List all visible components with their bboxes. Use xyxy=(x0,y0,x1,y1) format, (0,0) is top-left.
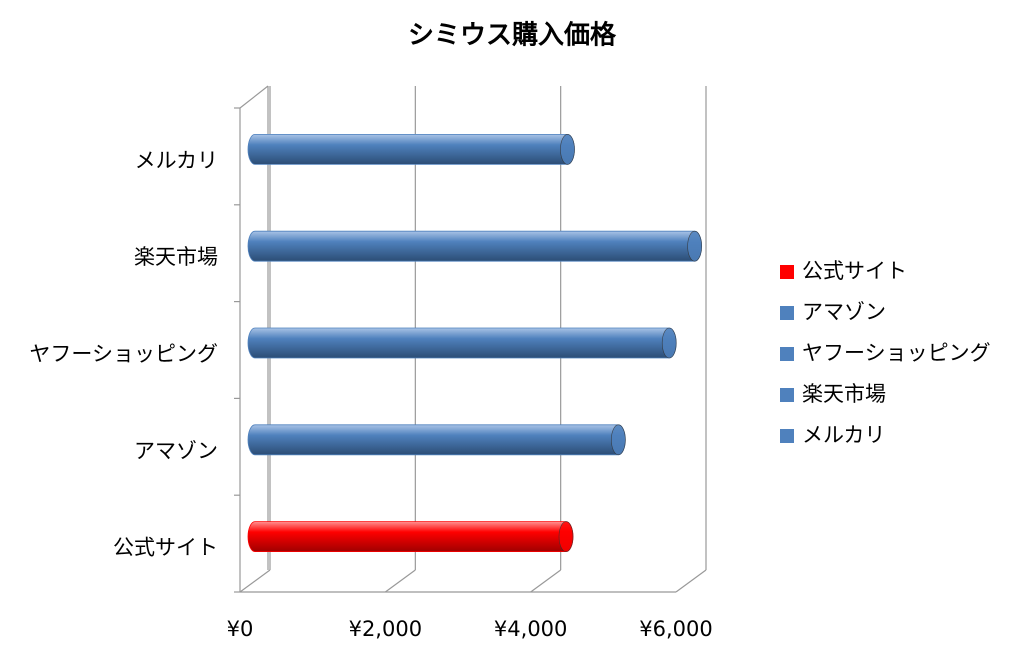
bar-cap xyxy=(558,521,574,552)
legend-swatch xyxy=(780,265,794,279)
chart-title: シミウス購入価格 xyxy=(408,20,617,51)
y-tick-label: 楽天市場 xyxy=(134,245,218,269)
bar-cap xyxy=(611,424,626,456)
y-tick-label: メルカリ xyxy=(135,148,218,172)
bar xyxy=(247,424,626,456)
legend-label: 公式サイト xyxy=(802,259,907,283)
y-tick-label: アマゾン xyxy=(134,439,218,463)
legend-swatch xyxy=(780,306,794,320)
legend-swatch xyxy=(780,388,794,402)
legend-label: 楽天市場 xyxy=(802,382,886,406)
legend-label: アマゾン xyxy=(802,300,886,324)
bar xyxy=(247,134,575,165)
floor-grid-line xyxy=(239,569,271,593)
floor-grid-line xyxy=(530,569,562,593)
legend-swatch xyxy=(780,429,794,443)
floor-grid-line xyxy=(675,569,707,593)
x-tick-label: ¥6,000 xyxy=(639,617,712,641)
bar-cap xyxy=(687,230,702,262)
bar-cap xyxy=(560,134,575,165)
legend-swatch xyxy=(780,347,794,361)
x-tick-label: ¥4,000 xyxy=(494,617,567,641)
bar xyxy=(247,230,702,262)
y-tick-label: 公式サイト xyxy=(113,536,218,560)
left-wall-top xyxy=(239,85,269,109)
bar xyxy=(247,521,574,552)
bar-cap xyxy=(661,327,677,359)
legend-label: ヤフーショッピング xyxy=(802,341,991,365)
bar xyxy=(247,327,677,359)
y-tick-label: ヤフーショッピング xyxy=(29,342,218,366)
x-tick-label: ¥2,000 xyxy=(349,617,422,641)
floor-grid-line xyxy=(384,569,416,593)
x-tick-label: ¥0 xyxy=(227,617,254,641)
legend-label: メルカリ xyxy=(802,423,885,447)
